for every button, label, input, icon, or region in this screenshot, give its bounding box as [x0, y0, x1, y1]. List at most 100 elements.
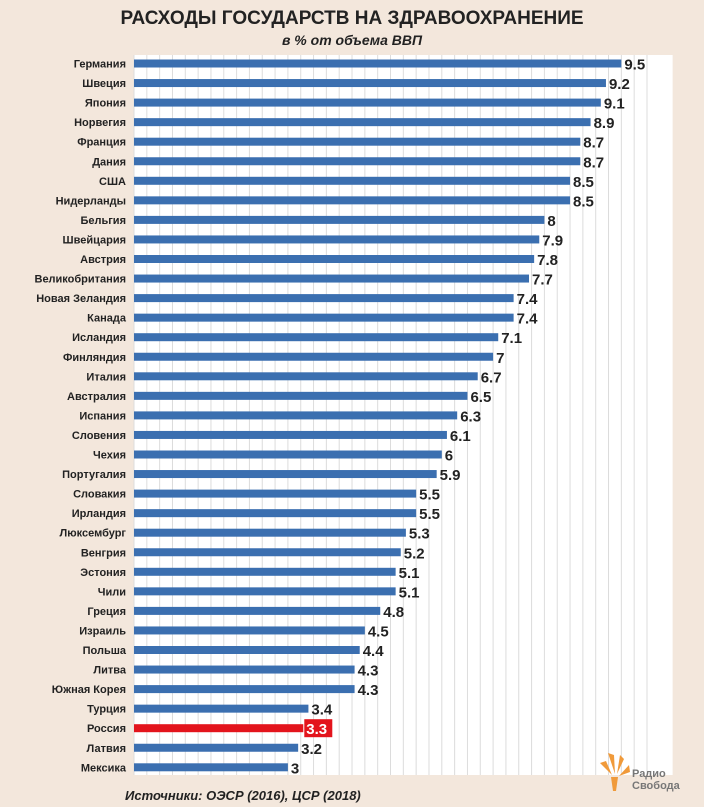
bar: [134, 548, 401, 557]
bar: [134, 137, 581, 146]
category-label: Португалия: [62, 469, 126, 481]
category-label: Венгрия: [81, 547, 126, 559]
category-label: Новая Зеландия: [36, 293, 126, 305]
value-label: 7.7: [532, 272, 553, 289]
bar: [134, 646, 360, 654]
value-label: 3.4: [311, 702, 333, 719]
value-label: 8.7: [583, 135, 604, 152]
bar: [134, 391, 468, 400]
value-label: 5.3: [409, 526, 430, 543]
logo-line-1: Радио: [632, 768, 666, 780]
value-label: 8: [547, 213, 555, 230]
value-label: 9.5: [624, 57, 645, 74]
bar: [134, 274, 530, 283]
source-note: Источники: ОЭСР (2016), ЦСР (2018): [125, 788, 361, 803]
category-label: Чили: [98, 586, 126, 598]
category-label: Нидерланды: [56, 195, 126, 207]
category-label: Ирландия: [72, 508, 126, 520]
category-label: Литва: [93, 665, 126, 677]
bar: [134, 255, 535, 263]
bar: [134, 685, 355, 694]
value-label: 6.3: [460, 408, 481, 425]
category-label: Австрия: [80, 254, 126, 266]
category-label: Латвия: [87, 743, 126, 755]
bar: [134, 98, 601, 107]
value-label: 3.2: [301, 741, 322, 758]
bar: [134, 430, 447, 439]
category-label: Израиль: [79, 625, 126, 637]
category-label: Польша: [83, 645, 127, 657]
value-label: 5.5: [419, 487, 440, 504]
value-label: 6.1: [450, 428, 471, 445]
category-label: США: [99, 176, 126, 188]
value-label: 7.1: [501, 330, 522, 347]
category-label: Финляндия: [63, 352, 126, 364]
category-label: Греция: [87, 606, 126, 618]
value-label: 8.7: [583, 154, 604, 171]
value-label: 8.9: [594, 115, 615, 132]
bar: [134, 509, 417, 518]
bar: [134, 606, 381, 615]
value-label: 6.5: [470, 389, 491, 406]
category-label: Швеция: [82, 78, 126, 90]
value-label: 6: [445, 448, 453, 465]
value-label: 4.5: [368, 623, 389, 640]
category-label: Франция: [77, 137, 126, 149]
value-label: 5.1: [399, 584, 420, 601]
category-label: Германия: [74, 59, 126, 71]
value-label: 9.1: [604, 96, 625, 113]
bar: [134, 79, 606, 88]
category-label: Австралия: [67, 391, 126, 403]
value-label: 4.3: [358, 663, 379, 680]
bar: [134, 157, 581, 166]
category-label: Испания: [79, 410, 126, 422]
bar: [134, 372, 478, 381]
value-label: 6.7: [481, 369, 502, 386]
bar: [134, 704, 309, 713]
category-label: Мексика: [81, 762, 127, 774]
category-label: Южная Корея: [52, 684, 126, 696]
category-label: Италия: [86, 371, 126, 383]
value-label: 4.4: [363, 643, 385, 660]
value-label: 5.9: [440, 467, 461, 484]
value-label: 7.9: [542, 232, 563, 249]
category-label: Словения: [72, 430, 126, 442]
chart-subtitle: в % от объема ВВП: [281, 32, 423, 48]
bar: [134, 352, 494, 361]
category-label: Чехия: [93, 450, 126, 462]
bar: [134, 587, 396, 596]
value-label: 8.5: [573, 193, 594, 210]
bar-highlight: [134, 724, 304, 733]
value-label: 3: [291, 760, 299, 777]
category-label: Канада: [87, 313, 127, 325]
bar: [134, 763, 288, 772]
category-label: Великобритания: [35, 274, 127, 286]
category-label: Бельгия: [80, 215, 126, 227]
category-label: Люксембург: [60, 528, 127, 540]
category-label: Словакия: [73, 489, 126, 501]
bar: [134, 176, 571, 185]
value-label: 5.5: [419, 506, 440, 523]
bar: [134, 567, 396, 576]
logo-line-2: Свобода: [632, 780, 680, 792]
bar: [134, 59, 622, 68]
value-label: 9.2: [609, 76, 630, 93]
bar: [134, 626, 365, 635]
value-label: 7.8: [537, 252, 558, 269]
category-label: Япония: [85, 98, 126, 110]
radio-svoboda-flame-icon: [600, 753, 630, 791]
bar: [134, 528, 406, 537]
bar: [134, 665, 355, 674]
category-label: Турция: [87, 704, 126, 716]
bar: [134, 118, 591, 127]
logo-text: Радио Свобода: [632, 768, 680, 792]
bar: [134, 313, 514, 322]
bar: [134, 470, 437, 479]
bar: [134, 235, 540, 244]
bar: [134, 489, 417, 498]
value-label: 5.2: [404, 545, 425, 562]
bar: [134, 196, 571, 205]
category-label: Эстония: [80, 567, 126, 579]
bar: [134, 333, 499, 342]
